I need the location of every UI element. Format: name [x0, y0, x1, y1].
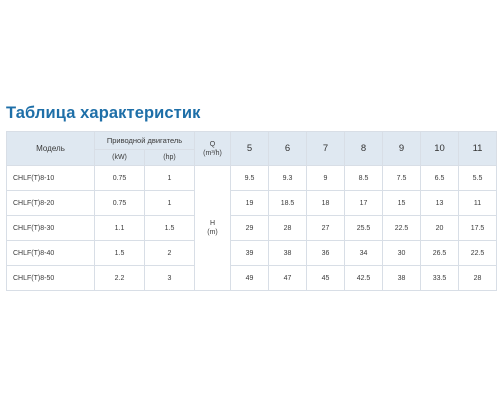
head-value-cell: 18: [306, 190, 345, 216]
hp-cell: 3: [144, 265, 195, 291]
flow-value-header: 10: [420, 131, 459, 166]
hp-cell: 2: [144, 240, 195, 266]
head-value-cell: 47: [268, 265, 307, 291]
hp-cell: 1.5: [144, 215, 195, 241]
motor-column-header: Приводной двигатель: [94, 131, 195, 150]
kw-cell: 1.5: [94, 240, 145, 266]
head-value-cell: 45: [306, 265, 345, 291]
head-value-cell: 7.5: [382, 165, 421, 191]
flow-value-header: 5: [230, 131, 269, 166]
head-value-cell: 29: [230, 215, 269, 241]
kw-cell: 0.75: [94, 165, 145, 191]
head-value-cell: 17.5: [458, 215, 497, 241]
page-title: Таблица характеристик: [6, 104, 201, 122]
head-value-cell: 17: [344, 190, 383, 216]
head-value-cell: 15: [382, 190, 421, 216]
kw-cell: 0.75: [94, 190, 145, 216]
head-label-cell: H (m): [194, 165, 231, 291]
head-value-cell: 28: [268, 215, 307, 241]
head-value-cell: 18.5: [268, 190, 307, 216]
head-value-cell: 38: [268, 240, 307, 266]
head-value-cell: 13: [420, 190, 459, 216]
head-value-cell: 22.5: [382, 215, 421, 241]
flow-column-header: Q (m³/h): [194, 131, 231, 166]
flow-symbol: Q: [209, 140, 216, 148]
kw-cell: 2.2: [94, 265, 145, 291]
table-row: CHLF(T)8-50 2.2 3 49 47 45 42.5 38 33.5 …: [6, 265, 497, 291]
table-header: Модель Приводной двигатель Q (m³/h) 5 6 …: [6, 131, 497, 166]
head-value-cell: 26.5: [420, 240, 459, 266]
model-cell: CHLF(T)8-20: [6, 190, 95, 216]
kw-column-header: (kW): [94, 149, 145, 166]
head-value-cell: 33.5: [420, 265, 459, 291]
head-value-cell: 11: [458, 190, 497, 216]
head-value-cell: 5.5: [458, 165, 497, 191]
head-value-cell: 49: [230, 265, 269, 291]
head-unit: (m): [207, 229, 218, 236]
hp-cell: 1: [144, 165, 195, 191]
head-value-cell: 9: [306, 165, 345, 191]
head-value-cell: 8.5: [344, 165, 383, 191]
head-value-cell: 19: [230, 190, 269, 216]
table-row: CHLF(T)8-30 1.1 1.5 29 28 27 25.5 22.5 2…: [6, 215, 497, 241]
model-cell: CHLF(T)8-30: [6, 215, 95, 241]
head-value-cell: 30: [382, 240, 421, 266]
flow-value-header: 11: [458, 131, 497, 166]
head-symbol: H: [209, 220, 216, 227]
hp-column-header: (hp): [144, 149, 195, 166]
flow-value-header: 9: [382, 131, 421, 166]
head-value-cell: 34: [344, 240, 383, 266]
header-row-top: Модель Приводной двигатель Q (m³/h) 5 6 …: [6, 131, 497, 166]
head-value-cell: 20: [420, 215, 459, 241]
head-value-cell: 9.3: [268, 165, 307, 191]
head-value-cell: 38: [382, 265, 421, 291]
kw-cell: 1.1: [94, 215, 145, 241]
model-cell: CHLF(T)8-10: [6, 165, 95, 191]
model-cell: CHLF(T)8-40: [6, 240, 95, 266]
head-value-cell: 42.5: [344, 265, 383, 291]
head-value-cell: 39: [230, 240, 269, 266]
flow-value-header: 6: [268, 131, 307, 166]
header-row-bottom: (kW) (hp): [7, 149, 497, 166]
head-value-cell: 22.5: [458, 240, 497, 266]
head-value-cell: 36: [306, 240, 345, 266]
flow-unit: (m³/h): [203, 149, 222, 157]
head-value-cell: 25.5: [344, 215, 383, 241]
hp-cell: 1: [144, 190, 195, 216]
head-value-cell: 9.5: [230, 165, 269, 191]
flow-value-header: 8: [344, 131, 383, 166]
flow-value-header: 7: [306, 131, 345, 166]
table-body: CHLF(T)8-10 0.75 1 H (m) 9.5 9.3 9 8.5 7…: [6, 165, 497, 291]
head-value-cell: 28: [458, 265, 497, 291]
model-cell: CHLF(T)8-50: [6, 265, 95, 291]
model-column-header: Модель: [6, 131, 95, 166]
table-row: CHLF(T)8-10 0.75 1 H (m) 9.5 9.3 9 8.5 7…: [6, 165, 497, 291]
head-value-cell: 27: [306, 215, 345, 241]
head-value-cell: 6.5: [420, 165, 459, 191]
characteristics-table: Модель Приводной двигатель Q (m³/h) 5 6 …: [6, 131, 497, 291]
table-row: CHLF(T)8-40 1.5 2 39 38 36 34 30 26.5 22…: [6, 240, 497, 266]
table-row: CHLF(T)8-20 0.75 1 19 18.5 18 17 15 13 1…: [6, 190, 497, 216]
